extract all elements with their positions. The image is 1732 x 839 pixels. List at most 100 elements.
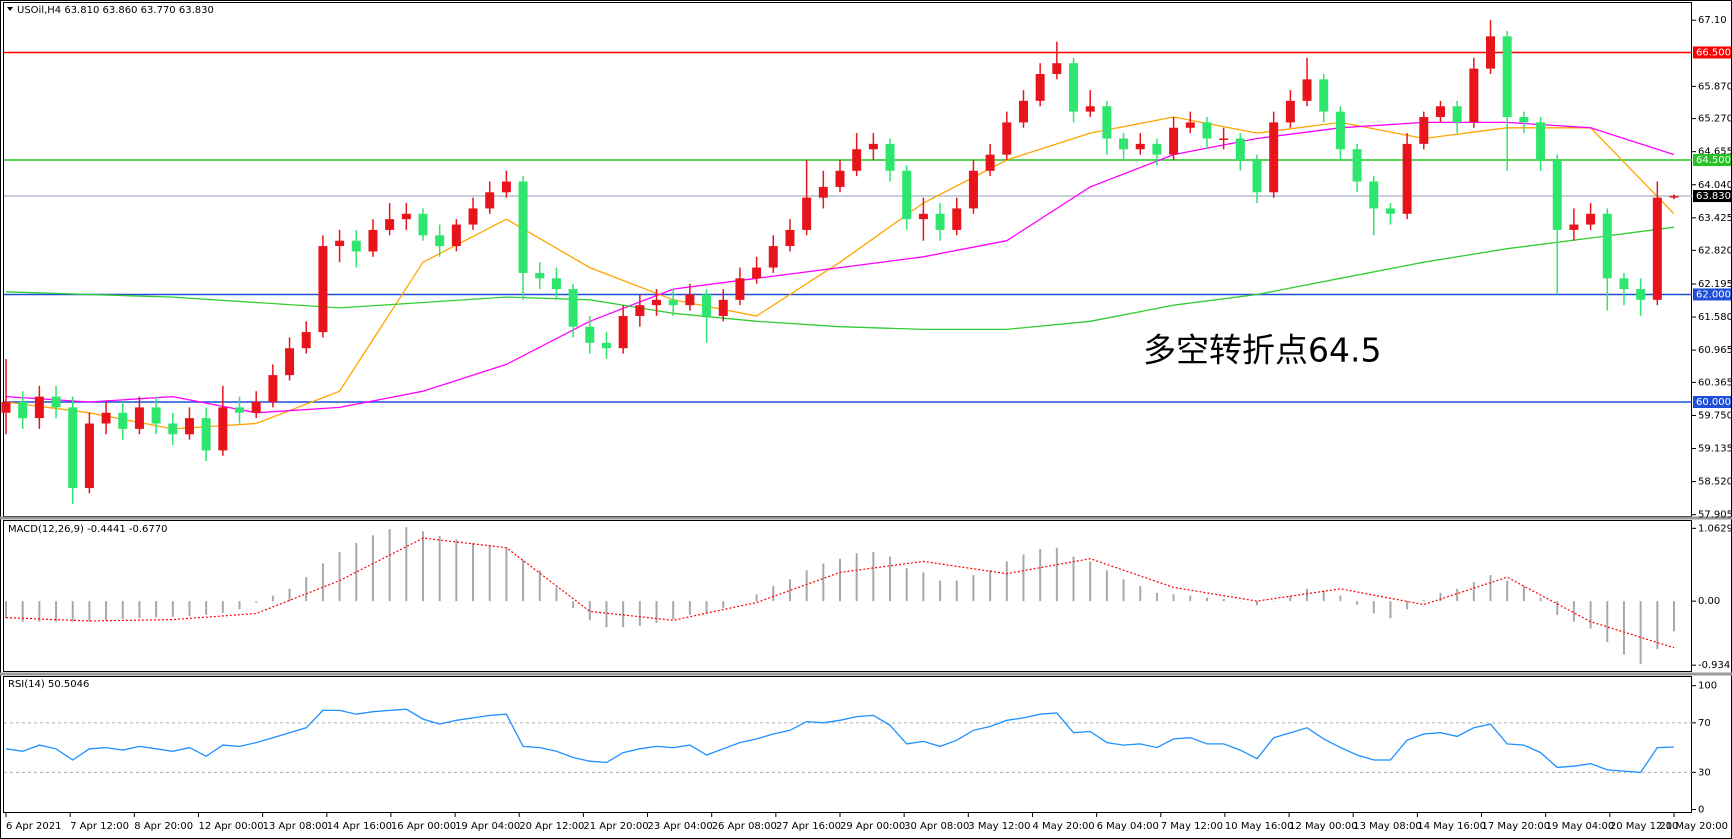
macd-bar bbox=[205, 601, 208, 615]
macd-bar bbox=[1272, 601, 1275, 602]
macd-bar bbox=[1622, 601, 1625, 655]
level-label-box bbox=[1693, 46, 1731, 59]
candle-body bbox=[1636, 289, 1646, 300]
level-label-box bbox=[1693, 396, 1731, 408]
macd-bar bbox=[788, 579, 791, 602]
macd-bar bbox=[655, 601, 658, 624]
macd-bar bbox=[839, 558, 841, 602]
x-tick-label: 14 Apr 16:00 bbox=[327, 821, 392, 832]
candle-body bbox=[1052, 63, 1062, 74]
candle-body bbox=[768, 246, 778, 268]
macd-bar bbox=[472, 542, 475, 602]
candle-body bbox=[368, 229, 378, 252]
level-label: 60.000 bbox=[1696, 397, 1731, 408]
candle-body bbox=[251, 402, 261, 413]
candle-body bbox=[1135, 143, 1145, 150]
macd-bar bbox=[355, 542, 358, 602]
macd-bar bbox=[1072, 556, 1075, 602]
x-tick-label: 13 May 08:00 bbox=[1353, 821, 1422, 832]
candle-body bbox=[1302, 79, 1312, 101]
candle-body bbox=[1402, 143, 1412, 214]
x-tick-label: 29 Apr 00:00 bbox=[840, 821, 905, 832]
candle-body bbox=[1669, 196, 1679, 198]
indicator-line bbox=[5, 537, 1675, 649]
candle-body bbox=[451, 224, 461, 247]
macd-bar bbox=[1522, 586, 1525, 602]
y-tick-label: 59.135 bbox=[1698, 444, 1732, 455]
macd-bar bbox=[638, 601, 641, 626]
x-tick-label: 19 Apr 04:00 bbox=[455, 821, 520, 832]
macd-bar bbox=[1656, 601, 1659, 650]
candle-body bbox=[68, 407, 78, 489]
macd-bar bbox=[1022, 554, 1025, 602]
candle-body bbox=[668, 299, 678, 306]
macd-bar bbox=[1372, 601, 1375, 614]
x-tick-label: 23 Apr 04:00 bbox=[648, 821, 713, 832]
macd-bar bbox=[822, 563, 825, 602]
indicator-line bbox=[5, 226, 1675, 331]
macd-bar bbox=[1539, 597, 1542, 602]
candle-body bbox=[1085, 106, 1095, 112]
x-tick-label: 21 Apr 20:00 bbox=[583, 821, 648, 832]
macd-bar bbox=[1189, 595, 1192, 602]
macd-bar bbox=[1339, 595, 1342, 602]
chart-title: USOil,H4 63.810 63.860 63.770 63.830 bbox=[17, 5, 214, 16]
macd-bar bbox=[905, 568, 908, 602]
candle-body bbox=[51, 396, 61, 408]
macd-bar bbox=[1572, 601, 1575, 622]
macd-bar bbox=[1039, 549, 1042, 602]
macd-bar bbox=[121, 601, 124, 619]
y-tick-label: 0.00 bbox=[1698, 596, 1720, 607]
macd-bar bbox=[1306, 588, 1309, 602]
candle-body bbox=[84, 423, 94, 489]
macd-bar bbox=[38, 601, 41, 622]
candle-body bbox=[1319, 79, 1329, 112]
level-label: 62.000 bbox=[1696, 289, 1731, 300]
candle-body bbox=[301, 332, 311, 349]
macd-bar bbox=[1239, 601, 1242, 602]
macd-bar bbox=[238, 601, 241, 610]
candle-body bbox=[1552, 160, 1562, 230]
candle-body bbox=[235, 407, 245, 413]
macd-bar bbox=[1606, 601, 1609, 643]
candle-body bbox=[1469, 68, 1479, 123]
macd-bar bbox=[1256, 601, 1258, 606]
candle-body bbox=[952, 208, 962, 230]
candle-body bbox=[485, 192, 495, 209]
macd-bar bbox=[21, 601, 24, 622]
macd-bar bbox=[55, 601, 58, 622]
x-tick-label: 13 Apr 08:00 bbox=[263, 821, 328, 832]
candle-body bbox=[168, 423, 178, 435]
macd-bar bbox=[1139, 586, 1142, 602]
macd-bar bbox=[255, 601, 258, 603]
candle-body bbox=[835, 170, 845, 187]
candle-body bbox=[718, 299, 728, 316]
candle-body bbox=[335, 240, 345, 247]
x-tick-label: 17 May 20:00 bbox=[1482, 821, 1551, 832]
last-price-label: 63.830 bbox=[1696, 191, 1731, 202]
macd-bar bbox=[221, 601, 224, 613]
macd-bar bbox=[1205, 597, 1208, 602]
macd-bar bbox=[1005, 561, 1008, 602]
y-tick-label: -0.9347 bbox=[1698, 660, 1732, 671]
macd-bar bbox=[271, 595, 274, 602]
macd-bar bbox=[1089, 561, 1092, 602]
macd-bar bbox=[1055, 547, 1058, 602]
macd-bar bbox=[1406, 601, 1409, 610]
x-tick-label: 26 Apr 08:00 bbox=[712, 821, 777, 832]
y-tick-label: 0 bbox=[1698, 805, 1704, 816]
x-tick-label: 8 Apr 20:00 bbox=[134, 821, 193, 832]
macd-bar bbox=[1356, 601, 1359, 605]
candle-body bbox=[201, 418, 211, 451]
candle-body bbox=[1569, 224, 1579, 230]
indicator-line bbox=[5, 708, 1675, 774]
candle-body bbox=[285, 348, 295, 376]
macd-bar bbox=[805, 570, 808, 602]
macd-bar bbox=[989, 570, 992, 602]
candle-body bbox=[435, 235, 445, 247]
macd-bar bbox=[1172, 594, 1175, 602]
candle-body bbox=[1452, 106, 1462, 123]
candle-body bbox=[985, 154, 995, 171]
